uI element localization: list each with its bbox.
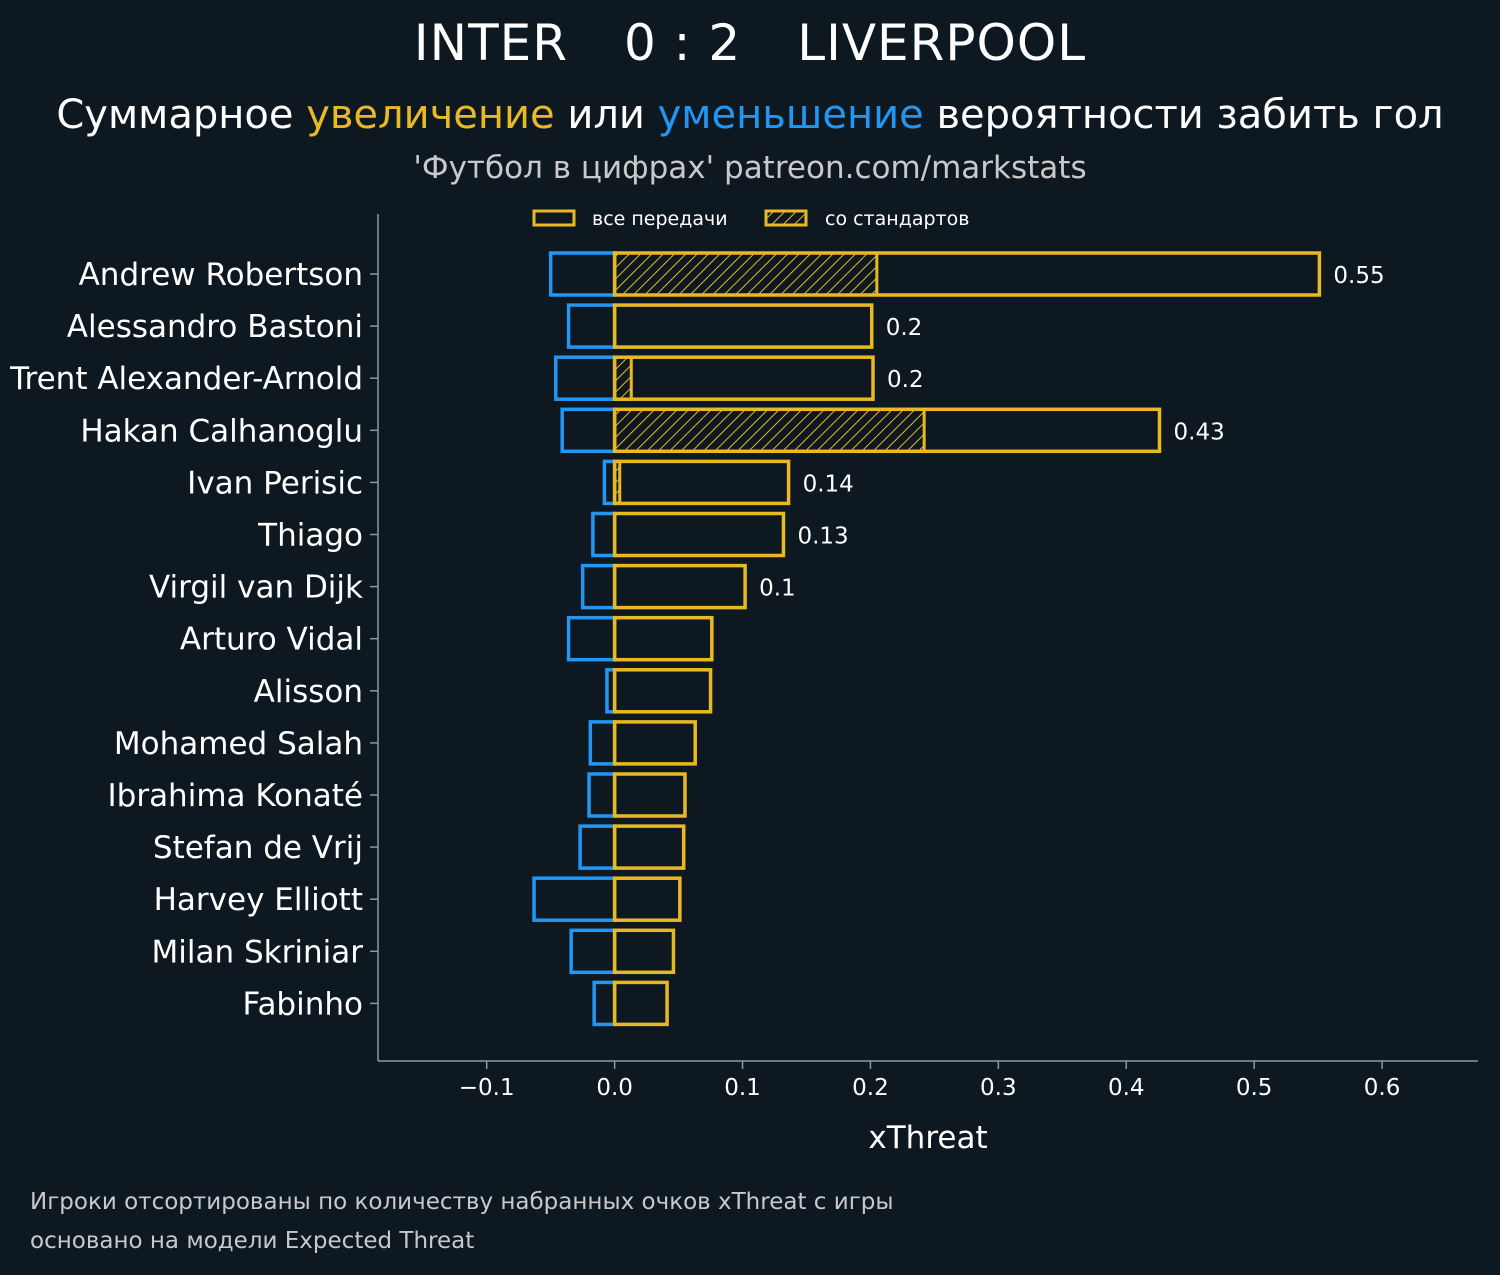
value-label: 0.14	[803, 471, 854, 497]
player-label: Alessandro Bastoni	[67, 309, 363, 345]
footnote-sorting: Игроки отсортированы по количеству набра…	[30, 1189, 894, 1215]
increase-bar	[612, 928, 676, 975]
x-tick-label: 0.6	[1364, 1075, 1401, 1101]
x-tick-label: −0.1	[459, 1075, 515, 1101]
player-label: Mohamed Salah	[114, 726, 363, 762]
increase-bar	[612, 563, 747, 610]
player-label: Virgil van Dijk	[149, 570, 363, 606]
home-team: INTER	[413, 14, 568, 72]
subtitle-part1: Суммарное	[56, 92, 307, 138]
legend-set-pieces-swatch	[764, 209, 808, 227]
increase-bar	[612, 772, 687, 818]
decrease-bar	[587, 772, 617, 818]
player-label: Trent Alexander-Arnold	[9, 361, 363, 397]
chart-subtitle: Суммарное увеличение или уменьшение веро…	[0, 92, 1500, 138]
x-tick-label: 0.0	[596, 1075, 633, 1101]
set-piece-bar	[613, 407, 926, 453]
player-label: Stefan de Vrij	[153, 830, 363, 866]
decrease-bar	[532, 876, 617, 922]
decrease-bar	[591, 511, 617, 558]
subtitle-increase: увеличение	[306, 92, 555, 138]
value-label: 0.1	[759, 576, 796, 602]
increase-bar	[612, 876, 682, 922]
value-label: 0.13	[797, 524, 848, 550]
player-label: Arturo Vidal	[180, 622, 363, 658]
player-label: Milan Skriniar	[152, 934, 364, 970]
decrease-bar	[588, 720, 617, 766]
decrease-bar	[592, 980, 617, 1027]
plot-area: −0.1 0.0 0.1 0.2 0.3 0.4 0.5 0.6 xThreat Andrew R…	[9, 208, 1478, 1156]
increase-bar	[612, 511, 786, 558]
match-score: 0 : 2	[623, 14, 742, 72]
subtitle-part2: или	[554, 92, 658, 138]
player-label: Alisson	[254, 674, 363, 710]
legend-set-pieces-label: со стандартов	[825, 208, 969, 230]
decrease-bar	[569, 928, 617, 975]
decrease-bar	[578, 824, 617, 870]
player-label: Fabinho	[242, 986, 363, 1022]
x-tick-label: 0.5	[1236, 1075, 1273, 1101]
increase-bar	[612, 720, 697, 766]
subtitle-part3: вероятности забить гол	[923, 92, 1444, 138]
increase-bar	[612, 668, 713, 714]
source-credit: 'Футбол в цифрах' patreon.com/markstats	[413, 150, 1087, 186]
match-title: INTER 0 : 2 LIVERPOOL	[0, 14, 1500, 72]
value-label: 0.2	[886, 315, 923, 341]
footnote-model: основано на модели Expected Threat	[30, 1228, 475, 1254]
x-tick-label: 0.3	[980, 1075, 1017, 1101]
subtitle-decrease: уменьшение	[657, 92, 924, 138]
set-piece-bar	[613, 355, 633, 401]
player-label: Hakan Calhanoglu	[80, 413, 363, 449]
increase-bar	[612, 407, 1162, 454]
x-tick-label: 0.1	[724, 1075, 761, 1101]
increase-bar	[612, 355, 875, 401]
value-label: 0.43	[1174, 419, 1225, 445]
increase-bar	[612, 615, 714, 662]
increase-bar	[612, 824, 686, 870]
player-label: Ivan Perisic	[187, 465, 363, 501]
decrease-bar	[560, 407, 617, 454]
player-label: Thiago	[257, 518, 363, 554]
decrease-bar	[554, 355, 617, 401]
increase-bar	[612, 980, 669, 1027]
player-label: Andrew Robertson	[79, 257, 363, 293]
set-piece-bar	[613, 251, 879, 297]
increase-bar	[612, 459, 791, 506]
player-label: Harvey Elliott	[154, 882, 363, 918]
increase-bar	[612, 303, 874, 349]
x-tick-label: 0.4	[1108, 1075, 1145, 1101]
decrease-bar	[548, 251, 617, 297]
decrease-bar	[566, 303, 617, 349]
value-label: 0.2	[887, 367, 924, 393]
player-label: Ibrahima Konaté	[108, 778, 364, 814]
increase-bar	[612, 251, 1322, 297]
x-tick-label: 0.2	[852, 1075, 889, 1101]
x-axis-label: xThreat	[868, 1120, 987, 1156]
value-label: 0.55	[1333, 263, 1384, 289]
legend-all-passes-swatch	[532, 209, 576, 227]
decrease-bar	[580, 563, 617, 610]
decrease-bar	[566, 615, 617, 662]
legend-all-passes-label: все передачи	[592, 208, 728, 230]
away-team: LIVERPOOL	[797, 14, 1087, 72]
